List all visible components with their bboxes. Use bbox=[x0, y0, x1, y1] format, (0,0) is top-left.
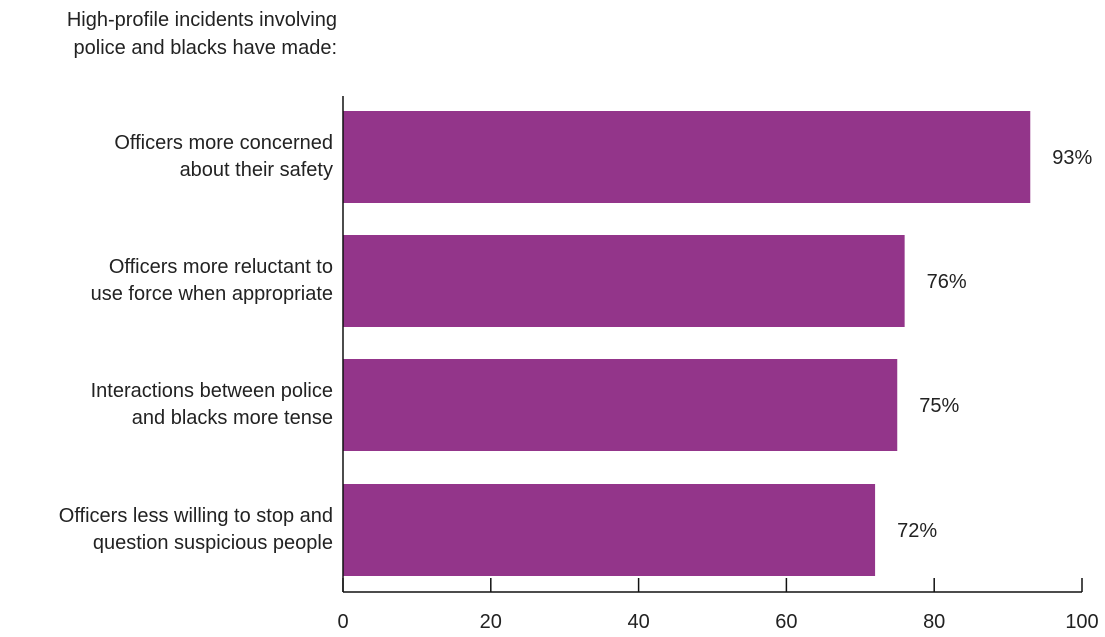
x-tick-label: 60 bbox=[775, 611, 797, 633]
x-tick-label: 100 bbox=[1065, 611, 1098, 633]
x-tick-label: 40 bbox=[627, 611, 649, 633]
bar-value-label: 75% bbox=[919, 395, 959, 417]
x-tick-label: 80 bbox=[923, 611, 945, 633]
bar bbox=[343, 111, 1031, 203]
x-tick-label: 20 bbox=[480, 611, 502, 633]
bar-value-label: 93% bbox=[1052, 147, 1092, 169]
category-label: Officers less willing to stop and questi… bbox=[58, 505, 333, 554]
category-label: Officers more concerned about their safe… bbox=[114, 132, 333, 181]
bar-value-label: 76% bbox=[927, 271, 967, 293]
bar bbox=[343, 359, 898, 451]
chart-title: High-profile incidents involving police … bbox=[66, 9, 337, 59]
bar-value-label: 72% bbox=[897, 520, 937, 542]
category-label: Officers more reluctant to use force whe… bbox=[90, 256, 333, 305]
bar bbox=[343, 484, 876, 576]
bar bbox=[343, 235, 905, 327]
category-label: Interactions between police and blacks m… bbox=[90, 380, 333, 429]
x-tick-label: 0 bbox=[337, 611, 348, 633]
